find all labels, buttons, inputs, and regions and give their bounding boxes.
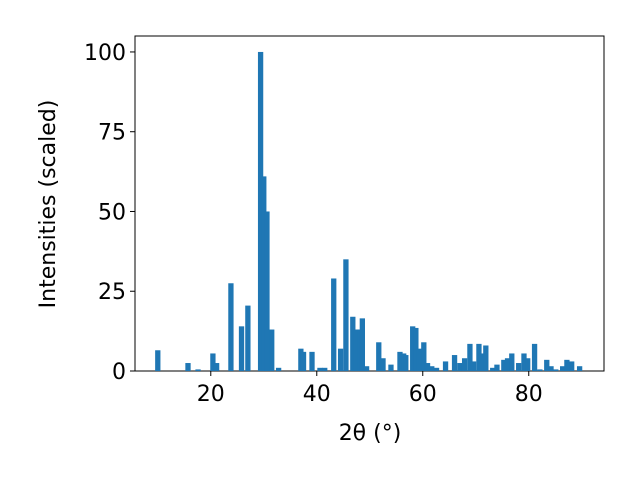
bar	[537, 369, 543, 371]
bar	[501, 359, 507, 371]
bar	[300, 351, 307, 371]
y-tick-label: 100	[84, 41, 126, 66]
bar	[322, 367, 328, 371]
bar	[376, 342, 382, 371]
bar	[429, 366, 435, 371]
bar	[275, 367, 282, 371]
bar	[343, 259, 349, 371]
x-tick-label: 80	[515, 382, 543, 407]
bar	[490, 367, 496, 371]
bar	[433, 367, 440, 371]
bar	[516, 363, 522, 371]
bar	[269, 329, 275, 371]
y-tick-label: 75	[98, 121, 126, 146]
bar	[421, 342, 427, 371]
bar	[521, 353, 527, 371]
bar	[261, 176, 267, 371]
bar	[416, 348, 423, 371]
bar	[337, 348, 344, 371]
bar	[213, 363, 220, 371]
plot-frame	[134, 35, 605, 372]
bar	[317, 367, 323, 371]
bar	[548, 366, 554, 371]
bar	[195, 369, 201, 371]
bar	[257, 51, 264, 371]
bar	[483, 345, 489, 371]
x-axis-label: 2θ (°)	[339, 421, 402, 446]
bar	[442, 361, 449, 371]
y-tick-label: 25	[98, 280, 126, 305]
bar	[363, 366, 370, 371]
bar	[388, 364, 394, 371]
bar	[397, 351, 403, 371]
bar	[525, 358, 531, 371]
bar	[410, 326, 416, 371]
bar	[264, 211, 270, 371]
bar	[245, 305, 251, 371]
bar	[560, 366, 566, 371]
bar	[380, 358, 386, 371]
y-tick-label: 0	[112, 360, 126, 385]
x-tick-label: 40	[303, 382, 331, 407]
bar	[504, 358, 511, 371]
bar	[457, 363, 463, 371]
bar	[478, 353, 485, 371]
bar	[576, 366, 583, 371]
bar	[413, 327, 419, 371]
bar	[155, 350, 161, 371]
bar	[467, 343, 473, 371]
bar	[544, 359, 550, 371]
bar	[461, 358, 468, 371]
bar	[350, 316, 356, 371]
bar	[509, 353, 515, 371]
bar	[210, 353, 216, 371]
bar	[553, 369, 559, 371]
y-axis-label: Intensities (scaled)	[36, 100, 61, 309]
bar	[564, 359, 570, 371]
bar	[451, 355, 458, 371]
bar	[185, 363, 191, 371]
bar	[228, 283, 234, 371]
x-tick-label: 20	[197, 382, 225, 407]
bar	[353, 329, 360, 371]
bar	[359, 318, 365, 371]
bar	[531, 343, 538, 371]
bar	[331, 278, 337, 371]
y-tick-label: 50	[98, 200, 126, 225]
bar	[403, 355, 409, 371]
bar	[238, 326, 245, 371]
x-tick-label: 60	[409, 382, 437, 407]
bar	[569, 361, 575, 371]
bar	[494, 364, 500, 371]
bar	[309, 351, 315, 371]
bar	[470, 361, 477, 371]
bar	[424, 363, 431, 371]
